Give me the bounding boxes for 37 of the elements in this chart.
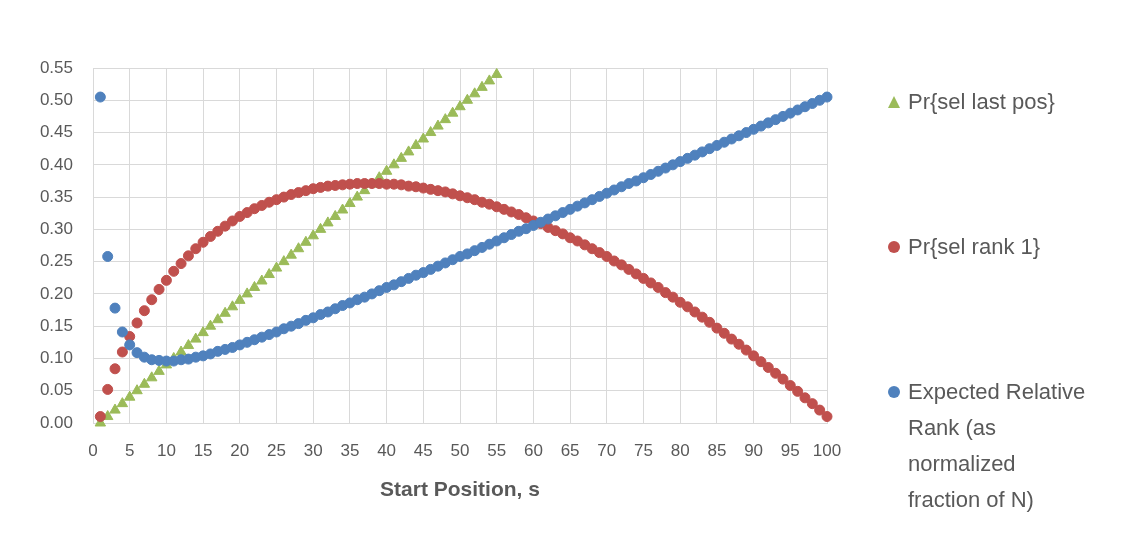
x-tick-label: 45 xyxy=(413,440,433,460)
x-tick-label: 75 xyxy=(634,440,653,460)
y-tick-label: 0.10 xyxy=(39,348,73,368)
x-tick-label: 65 xyxy=(560,440,580,460)
x-tick-label: 10 xyxy=(156,440,176,460)
y-tick-label: 0.35 xyxy=(39,186,73,206)
x-tick-label: 85 xyxy=(707,440,727,460)
x-tick-label: 20 xyxy=(230,440,250,460)
x-axis-title: Start Position, s xyxy=(380,477,540,501)
x-tick-label: 35 xyxy=(340,440,360,460)
y-tick-label: 0.15 xyxy=(39,315,73,335)
y-tick-label: 0.20 xyxy=(39,283,73,303)
y-tick-label: 0.55 xyxy=(39,57,73,77)
legend-label: Pr{sel last pos} xyxy=(907,88,1055,116)
y-tick-label: 0.50 xyxy=(39,89,73,109)
y-tick-label: 0.05 xyxy=(39,380,73,400)
x-tick-label: 95 xyxy=(780,440,800,460)
x-tick-label: 5 xyxy=(124,440,135,460)
x-tick-label: 50 xyxy=(450,440,470,460)
y-tick-label: 0.25 xyxy=(39,251,73,271)
y-tick-label: 0.00 xyxy=(39,412,73,432)
y-tick-label: 0.30 xyxy=(39,219,73,239)
x-tick-label: 70 xyxy=(597,440,617,460)
x-tick-label: 0 xyxy=(88,440,98,460)
x-tick-label: 80 xyxy=(670,440,690,460)
x-tick-label: 55 xyxy=(487,440,507,460)
x-tick-label: 90 xyxy=(744,440,764,460)
x-tick-label: 15 xyxy=(193,440,213,460)
x-tick-label: 30 xyxy=(303,440,323,460)
x-tick-label: 60 xyxy=(523,440,543,460)
y-tick-label: 0.40 xyxy=(39,154,73,174)
x-tick-label: 100 xyxy=(812,440,842,460)
legend-label: Expected Relative Rank (as normalized fraction of N) xyxy=(907,378,1086,514)
x-tick-label: 40 xyxy=(377,440,397,460)
x-tick-label: 25 xyxy=(267,440,286,460)
legend-label: Pr{sel rank 1} xyxy=(907,233,1041,261)
y-tick-label: 0.45 xyxy=(39,122,73,142)
